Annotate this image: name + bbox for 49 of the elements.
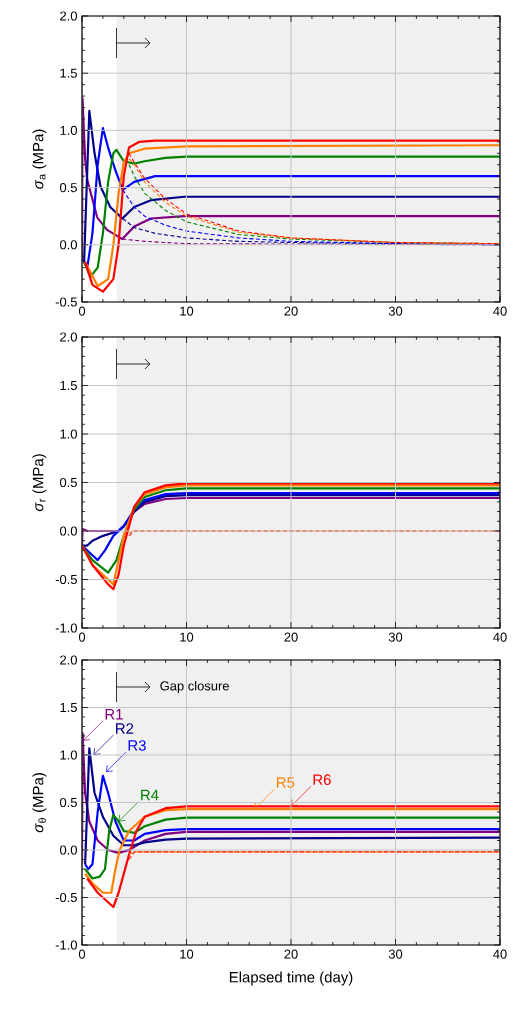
x-tick-label: 20 — [284, 306, 298, 316]
y-tick-label: 0.0 — [59, 240, 77, 250]
y-axis-title: σ$_{a}$ (MPa) — [32, 129, 47, 189]
y-tick-label: 0.0 — [59, 526, 77, 536]
annotation: R2 — [116, 723, 134, 734]
x-tick-label: 30 — [388, 306, 403, 316]
line-series — [82, 492, 500, 562]
line-series — [84, 813, 500, 880]
x-tick-label: 40 — [493, 306, 507, 316]
y-tick-label: -1.0 — [55, 623, 77, 633]
y-tick-label: 2.0 — [60, 332, 77, 342]
x-tick-label: 40 — [493, 949, 507, 959]
x-tick-label: 0 — [78, 306, 86, 316]
y-axis-title: σ$_{r}$ (MPa) — [32, 454, 47, 512]
annotation: R6 — [313, 774, 331, 785]
y-tick-label: 1.5 — [60, 702, 77, 713]
x-tick-label: 0 — [78, 632, 86, 642]
y-tick-label: 0.5 — [59, 477, 77, 488]
y-tick-label: -0.5 — [55, 574, 77, 585]
y-tick-label: 1.5 — [60, 380, 77, 391]
y-tick-label: -0.5 — [55, 892, 77, 903]
y-tick-label: -0.5 — [55, 297, 77, 307]
x-tick-label: 10 — [180, 632, 194, 642]
y-tick-label: 0.0 — [59, 845, 77, 855]
x-tick-label: 30 — [388, 632, 403, 642]
x-tick-label: 10 — [180, 949, 194, 959]
x-tick-label: 20 — [284, 632, 298, 642]
band-label: Gap closure — [160, 680, 229, 694]
x-tick-label: 10 — [180, 306, 194, 316]
x-tick-label: 30 — [388, 949, 403, 959]
y-axis-title: σ$_{θ}$ (MPa) — [32, 773, 47, 833]
annotation: R3 — [128, 740, 146, 751]
y-tick-label: 0.5 — [59, 797, 77, 808]
y-tick-label: 2.0 — [60, 655, 77, 665]
x-axis-title: Elapsed time (day) — [229, 971, 353, 986]
y-tick-label: 0.5 — [59, 183, 77, 193]
annotation: R4 — [141, 789, 159, 801]
y-tick-label: 1.0 — [60, 750, 77, 760]
line-series — [84, 774, 500, 871]
x-tick-label: 40 — [493, 632, 507, 642]
x-tick-label: 20 — [284, 949, 298, 959]
annotation: R5 — [276, 777, 295, 788]
x-tick-label: 0 — [78, 949, 86, 959]
y-tick-label: 1.0 — [60, 125, 77, 135]
y-tick-label: 1.5 — [60, 68, 77, 78]
y-tick-label: 1.0 — [60, 429, 77, 439]
annotation: R1 — [105, 709, 123, 720]
y-tick-label: -1.0 — [55, 940, 77, 950]
y-tick-label: 2.0 — [60, 11, 77, 21]
